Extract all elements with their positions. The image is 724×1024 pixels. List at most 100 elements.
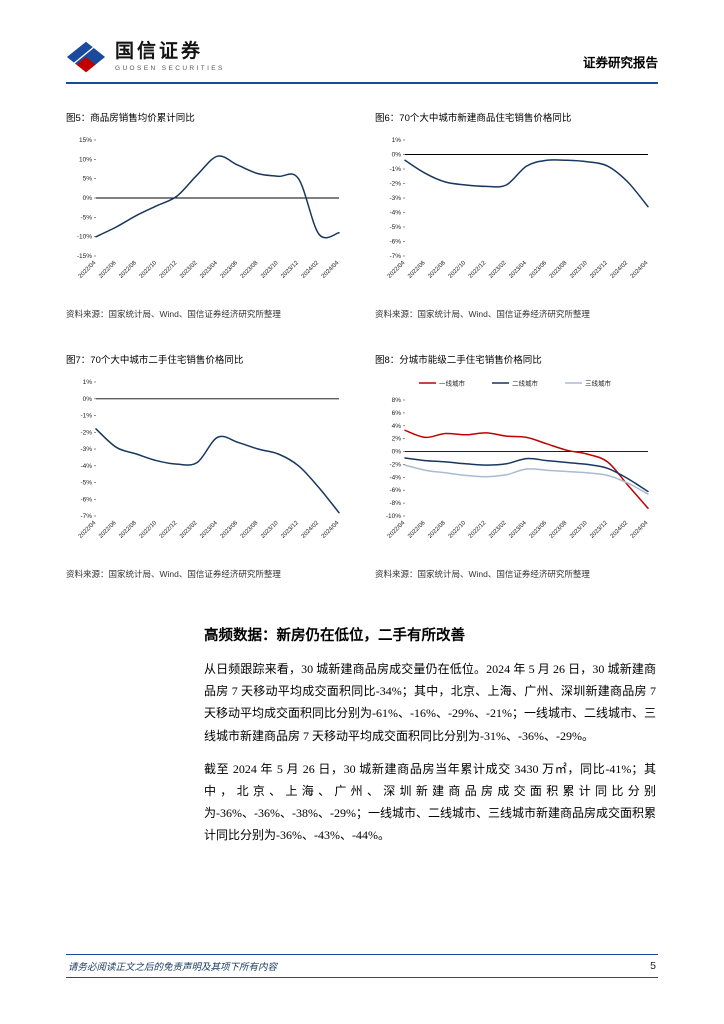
svg-text:2023/10: 2023/10 [569, 520, 589, 540]
svg-text:2023/06: 2023/06 [529, 260, 549, 280]
figure-5-title: 图5：商品房销售均价累计同比 [66, 113, 195, 124]
svg-text:2023/04: 2023/04 [508, 520, 528, 540]
svg-text:2024/04: 2024/04 [321, 260, 341, 280]
svg-text:-2%: -2% [389, 181, 401, 188]
svg-text:-4%: -4% [80, 463, 92, 470]
section-heading: 高频数据：新房仍在低位，二手有所改善 [204, 628, 465, 644]
svg-text:2023/10: 2023/10 [569, 260, 589, 280]
brand-text: 国信证券 GUOSEN SECURITIES [115, 40, 225, 73]
figure-5: 图5：商品房销售均价累计同比 15% 10% 5% 0% -5% -10% -15% 2022… [66, 110, 349, 320]
svg-text:2024/04: 2024/04 [630, 260, 650, 280]
svg-text:-7%: -7% [389, 253, 401, 260]
svg-text:2023/02: 2023/02 [179, 260, 199, 280]
figure-5-line-chart: 15%10%5%0%-5%-10%-15%2022/04 2022/06 2022/… [77, 137, 341, 280]
svg-text:2022/10: 2022/10 [448, 260, 468, 280]
figure-8-line-chart: 8% 6% 4% 2% 0% -2% -4% -6% -8% -10%2022/04 2022/06… [386, 379, 650, 540]
svg-text:2023/04: 2023/04 [199, 260, 219, 280]
svg-text:2024/02: 2024/02 [610, 520, 630, 540]
svg-text:8%: 8% [392, 397, 402, 404]
svg-text:2022/06: 2022/06 [407, 520, 427, 540]
svg-text:-8%: -8% [389, 500, 401, 507]
figure-7-title: 图7：70个大中城市二手住宅销售价格同比 [66, 355, 244, 366]
figure-5-source: 资料来源：国家统计局、Wind、国信证券经济研究所整理 [66, 309, 281, 319]
svg-text:2024/04: 2024/04 [321, 520, 341, 540]
svg-text:4%: 4% [392, 423, 402, 430]
page-footer: 请务必阅读正文之后的免责声明及其项下所有内容 5 [66, 954, 658, 978]
figure-7: 图7：70个大中城市二手住宅销售价格同比 1% 0% -1% -2% -3% -4% -5%… [66, 352, 349, 580]
page-number: 5 [650, 960, 656, 972]
svg-text:0%: 0% [392, 449, 402, 456]
svg-text:-4%: -4% [389, 210, 401, 217]
svg-text:2024/02: 2024/02 [301, 520, 321, 540]
svg-text:一线城市: 一线城市 [439, 379, 466, 388]
disclaimer-text: 请务必阅读正文之后的免责声明及其项下所有内容 [68, 963, 278, 973]
section-paragraph-1: 从日频跟踪来看，30 城新建商品房成交量仍在低位。2024 年 5 月 26 日… [204, 662, 656, 743]
svg-text:2%: 2% [392, 436, 402, 443]
svg-text:2024/02: 2024/02 [301, 260, 321, 280]
figure-8: 图8：分城市能级二手住宅销售价格同比 8% 6% 4% 2% 0% -2% -4% -6% -8… [375, 352, 658, 580]
svg-text:2022/10: 2022/10 [139, 520, 159, 540]
svg-text:-10%: -10% [386, 513, 401, 520]
svg-text:10%: 10% [79, 156, 92, 163]
svg-text:2023/08: 2023/08 [240, 520, 260, 540]
svg-text:2023/04: 2023/04 [199, 520, 219, 540]
svg-text:2022/10: 2022/10 [139, 260, 159, 280]
figure-6-title: 图6：70个大中城市新建商品住宅销售价格同比 [375, 113, 572, 124]
brand-name-en: GUOSEN SECURITIES [115, 65, 225, 73]
svg-text:-5%: -5% [389, 224, 401, 231]
svg-text:2022/12: 2022/12 [159, 520, 179, 540]
svg-text:2023/08: 2023/08 [549, 520, 569, 540]
svg-text:2023/06: 2023/06 [220, 260, 240, 280]
figure-6-source: 资料来源：国家统计局、Wind、国信证券经济研究所整理 [375, 309, 590, 319]
svg-text:2024/04: 2024/04 [630, 520, 650, 540]
svg-text:-1%: -1% [80, 413, 92, 420]
svg-text:三线城市: 三线城市 [585, 379, 612, 388]
svg-text:5%: 5% [83, 176, 93, 183]
svg-text:2023/12: 2023/12 [280, 260, 300, 280]
svg-text:-7%: -7% [80, 513, 92, 520]
svg-text:1%: 1% [83, 379, 93, 386]
svg-text:2023/12: 2023/12 [589, 260, 609, 280]
report-header: 国信证券 GUOSEN SECURITIES 证券研究报告 [66, 40, 658, 84]
svg-text:2022/04: 2022/04 [78, 520, 98, 540]
section-paragraph-2: 截至 2024 年 5 月 26 日，30 城新建商品房当年累计成交 3430 … [204, 761, 656, 843]
svg-text:2023/10: 2023/10 [260, 520, 280, 540]
svg-text:2022/12: 2022/12 [468, 520, 488, 540]
svg-text:2022/08: 2022/08 [427, 260, 447, 280]
svg-text:-2%: -2% [80, 429, 92, 436]
svg-text:2023/02: 2023/02 [488, 260, 508, 280]
body-section: 高频数据：新房仍在低位，二手有所改善 从日频跟踪来看，30 城新建商品房成交量仍… [204, 624, 656, 847]
svg-text:2022/10: 2022/10 [448, 520, 468, 540]
svg-text:2022/08: 2022/08 [427, 520, 447, 540]
svg-text:-3%: -3% [389, 195, 401, 202]
svg-text:0%: 0% [392, 152, 402, 159]
svg-text:2023/04: 2023/04 [508, 260, 528, 280]
figure-6-line-chart: 1%0%-1%-2%-3%-4%-5%-6%-7%2022/04 2022/06 2… [387, 137, 650, 280]
svg-text:二线城市: 二线城市 [512, 379, 539, 388]
svg-text:15%: 15% [79, 137, 92, 144]
figure-7-line-chart: 1%0%-1%-2%-3%-4%-5%-6%-7%2022/04 2022/06 2… [78, 379, 341, 540]
svg-text:2022/04: 2022/04 [387, 260, 407, 280]
svg-text:2022/04: 2022/04 [78, 260, 98, 280]
brand-name-cn: 国信证券 [115, 40, 204, 62]
svg-text:-4%: -4% [389, 474, 401, 481]
svg-text:-6%: -6% [389, 239, 401, 246]
figure-8-title: 图8：分城市能级二手住宅销售价格同比 [375, 355, 542, 366]
svg-text:2022/06: 2022/06 [407, 260, 427, 280]
guosen-logo-icon [66, 41, 106, 73]
figure-8-source: 资料来源：国家统计局、Wind、国信证券经济研究所整理 [375, 569, 590, 579]
svg-text:2023/06: 2023/06 [220, 520, 240, 540]
svg-text:1%: 1% [392, 137, 402, 144]
svg-text:0%: 0% [83, 396, 93, 403]
svg-text:2022/06: 2022/06 [98, 260, 118, 280]
svg-text:-3%: -3% [80, 446, 92, 453]
svg-text:2022/12: 2022/12 [159, 260, 179, 280]
svg-text:2022/06: 2022/06 [98, 520, 118, 540]
svg-text:2023/08: 2023/08 [549, 260, 569, 280]
svg-text:2023/06: 2023/06 [529, 520, 549, 540]
svg-text:-5%: -5% [80, 214, 92, 221]
svg-text:2022/04: 2022/04 [387, 520, 407, 540]
svg-text:-15%: -15% [77, 253, 92, 260]
svg-text:-1%: -1% [389, 166, 401, 173]
